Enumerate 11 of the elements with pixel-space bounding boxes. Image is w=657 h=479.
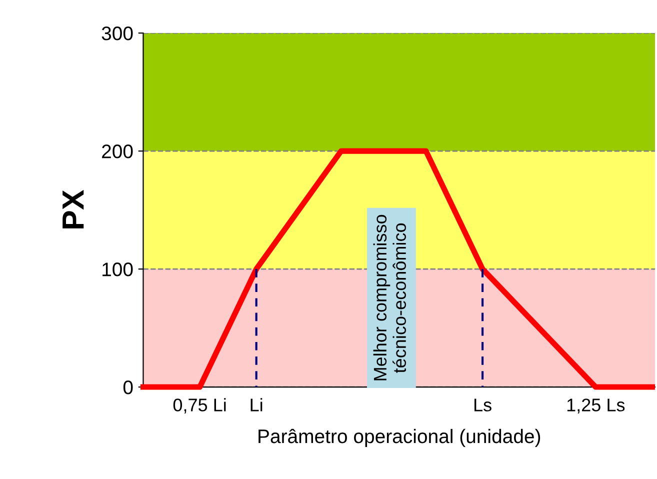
x-tick-label: Ls: [474, 398, 492, 412]
y-tick-label: 200: [102, 144, 133, 158]
x-tick-label: 1,25 Ls: [567, 398, 625, 414]
y-tick-label: 300: [102, 26, 133, 40]
y-tick-label: 0: [123, 380, 133, 394]
y-tick-label: 100: [102, 262, 133, 276]
x-tick-label: Li: [250, 398, 262, 412]
x-axis-title: Parâmetro operacional (unidade): [258, 428, 540, 448]
y-axis-title: PX: [62, 190, 84, 228]
annotation: Melhor compromisso técnico-econômico: [373, 214, 406, 380]
x-tick-label: 0,75 Li: [173, 398, 226, 414]
